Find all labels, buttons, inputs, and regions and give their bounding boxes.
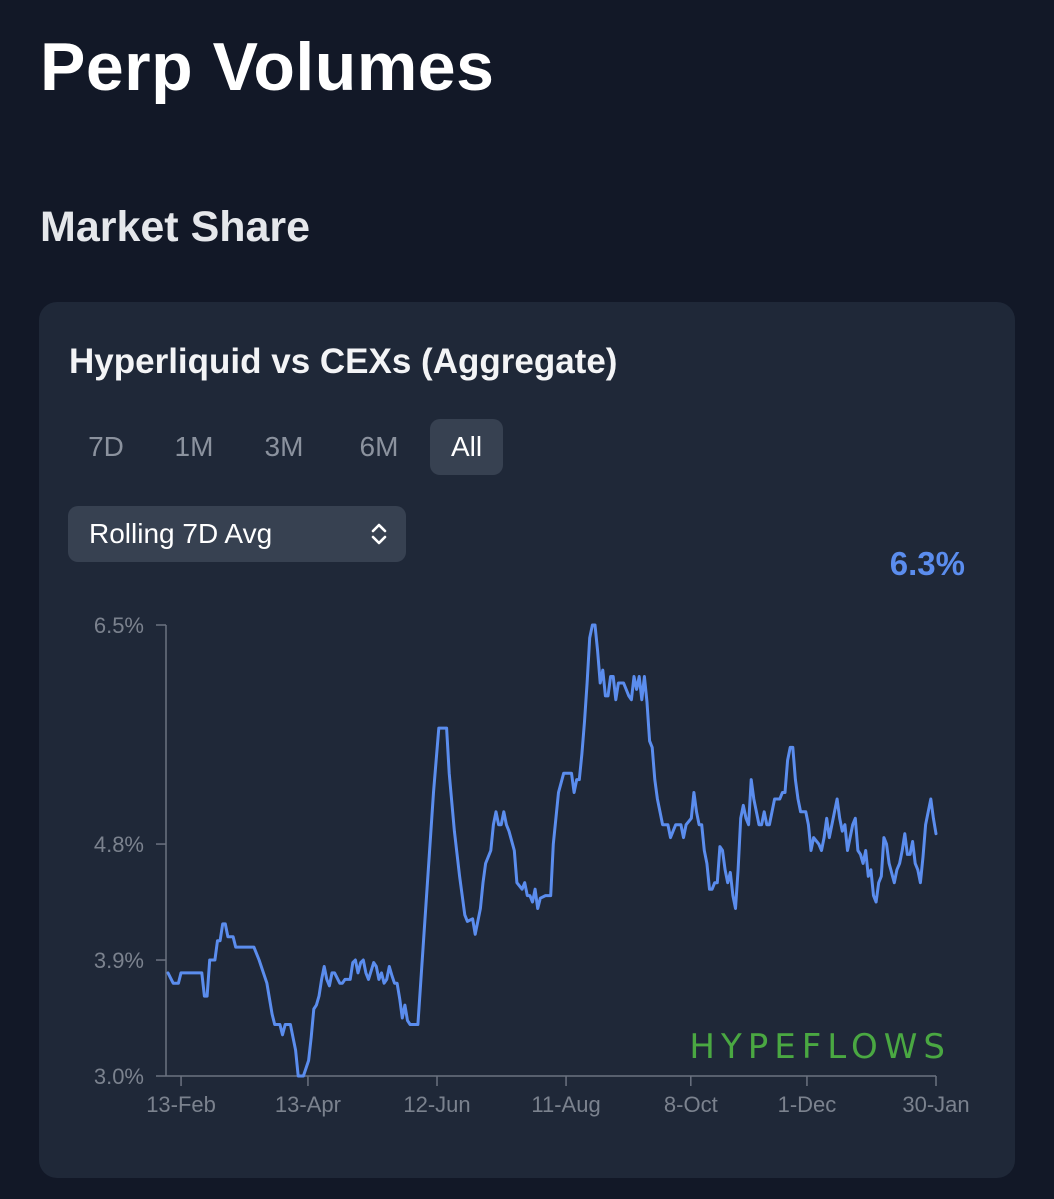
x-tick-label: 1-Dec bbox=[778, 1092, 837, 1117]
x-tick-label: 11-Aug bbox=[531, 1092, 600, 1117]
tab-all[interactable]: All bbox=[430, 419, 503, 475]
x-tick-label: 13-Apr bbox=[275, 1092, 341, 1117]
x-tick-label: 13-Feb bbox=[146, 1092, 216, 1117]
y-tick-label: 3.0% bbox=[94, 1064, 144, 1089]
x-tick-label: 30-Jan bbox=[902, 1092, 969, 1117]
x-tick-label: 12-Jun bbox=[403, 1092, 470, 1117]
series-line bbox=[166, 623, 938, 1078]
section-title: Market Share bbox=[40, 203, 311, 251]
x-axis-ticks: 13-Feb 13-Apr 12-Jun 11-Aug 8-Oct 1-Dec 30-Jan bbox=[146, 1076, 970, 1117]
aggregation-select[interactable]: Rolling 7D Avg bbox=[68, 506, 406, 562]
x-tick-label: 8-Oct bbox=[664, 1092, 718, 1117]
tab-7d[interactable]: 7D bbox=[88, 431, 124, 462]
chart-card: Hyperliquid vs CEXs (Aggregate) 7D 1M 3M… bbox=[39, 302, 1015, 1178]
tab-6m[interactable]: 6M bbox=[359, 431, 399, 462]
tab-3m[interactable]: 3M bbox=[264, 431, 304, 462]
aggregation-select-value: Rolling 7D Avg bbox=[89, 518, 273, 549]
page-title: Perp Volumes bbox=[40, 29, 495, 105]
watermark-logo: HYPEFLOWS bbox=[689, 1027, 951, 1067]
y-tick-label: 3.9% bbox=[94, 948, 144, 973]
y-axis-ticks: 3.0% 3.9% 4.8% 6.5% bbox=[94, 613, 166, 1089]
current-value: 6.3% bbox=[889, 545, 965, 582]
market-share-chart: 3.0% 3.9% 4.8% 6.5% 13-Feb 13-Apr 12-Jun 11-Au… bbox=[94, 613, 970, 1117]
tab-1m[interactable]: 1M bbox=[174, 431, 214, 462]
y-tick-label: 4.8% bbox=[94, 832, 144, 857]
y-tick-label: 6.5% bbox=[94, 613, 144, 638]
chart-card-title: Hyperliquid vs CEXs (Aggregate) bbox=[69, 342, 618, 381]
chevron-updown-icon bbox=[371, 523, 387, 545]
